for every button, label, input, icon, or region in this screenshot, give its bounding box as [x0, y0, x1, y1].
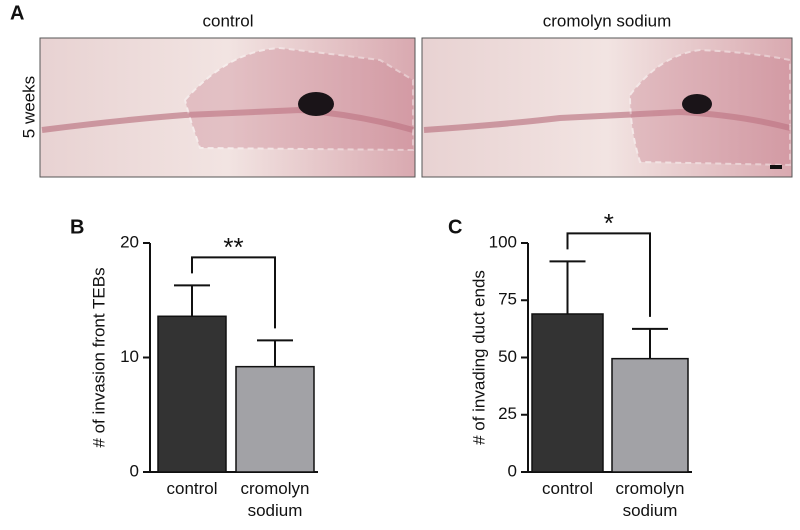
- panel-label: A: [10, 2, 24, 24]
- panel-label: B: [70, 216, 84, 238]
- error-bar: [174, 284, 210, 317]
- y-tick-label: 50: [498, 347, 517, 366]
- x-tick-label: control: [541, 479, 594, 498]
- x-tick-label-box: cromolyn sodium: [240, 479, 310, 520]
- significance-label: *: [604, 208, 614, 238]
- x-tick-label: cromolyn sodium: [615, 479, 685, 520]
- x-tick-label-box: control: [541, 479, 594, 498]
- y-tick-label: 20: [120, 232, 139, 251]
- image-title: control: [202, 11, 253, 30]
- x-tick-label: cromolyn sodium: [240, 479, 310, 520]
- bar: [235, 365, 315, 473]
- bar: [531, 313, 604, 473]
- significance-bracket: [566, 232, 651, 317]
- row-label: 5 weeks: [19, 76, 38, 138]
- y-tick-label: 75: [498, 290, 517, 309]
- micrograph: [39, 37, 416, 178]
- y-tick-label: 0: [130, 461, 139, 480]
- error-bar: [549, 260, 586, 314]
- panel-label: C: [448, 216, 462, 238]
- y-axis-label: # of invading duct ends: [469, 270, 488, 445]
- bar: [611, 357, 689, 473]
- y-tick-label: 100: [489, 232, 517, 251]
- significance-bracket: [191, 256, 276, 329]
- image-title: cromolyn sodium: [543, 11, 672, 30]
- micrograph: [421, 37, 793, 178]
- y-tick-label: 0: [508, 461, 517, 480]
- x-tick-label: control: [166, 479, 218, 498]
- error-bar: [257, 339, 293, 367]
- y-tick-label: 25: [498, 404, 517, 423]
- x-tick-label-box: cromolyn sodium: [615, 479, 685, 520]
- error-bar: [632, 327, 668, 359]
- x-tick-label-box: control: [166, 479, 218, 498]
- significance-label: **: [223, 232, 243, 262]
- bar: [157, 315, 227, 473]
- y-tick-label: 10: [120, 347, 139, 366]
- y-axis-label: # of invasion front TEBs: [89, 267, 108, 447]
